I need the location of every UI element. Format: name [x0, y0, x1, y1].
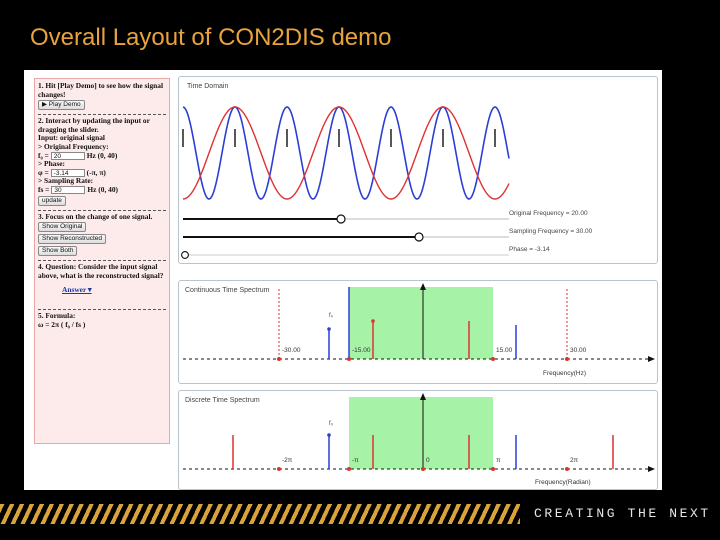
update-button[interactable]: update	[38, 196, 66, 206]
x-axis-label: Frequency(Radian)	[535, 479, 591, 486]
stripe-decoration	[0, 504, 520, 524]
tick-dot	[277, 467, 281, 471]
continuous-spectrum-title: Continuous Time Spectrum	[185, 287, 270, 294]
formula-text: ω = 2π ( f₀ / fs )	[38, 321, 166, 330]
show-original-button[interactable]: Show Original	[38, 222, 86, 232]
slide-title: Overall Layout of CON2DIS demo	[30, 24, 392, 52]
separator	[38, 114, 166, 115]
tick-dot	[421, 467, 425, 471]
tick-label: -2π	[282, 457, 293, 464]
step-4-text: 4. Question: Consider the input signal a…	[38, 263, 166, 280]
tick-label: π	[496, 457, 501, 464]
impulse-tip	[327, 433, 331, 437]
control-panel: 1. Hit [Play Demo] to see how the signal…	[34, 78, 170, 444]
frequency-slider-handle[interactable]	[337, 215, 345, 223]
phase-readout: Phase = -3.14	[509, 246, 550, 253]
step-1-text: 1. Hit [Play Demo] to see how the signal…	[38, 82, 166, 99]
impulse-tip	[371, 319, 375, 323]
phase-slider-handle[interactable]	[182, 252, 189, 259]
tick-label: 30.00	[570, 347, 587, 354]
continuous-spectrum-panel: Continuous Time Spectrum f₀ -30.00 -15.0…	[178, 280, 658, 384]
separator	[38, 309, 166, 310]
tick-label: 0	[426, 457, 430, 464]
nyquist-band	[349, 397, 493, 469]
tick-dot	[347, 357, 351, 361]
footer-banner: CREATING THE NEXT	[0, 498, 720, 530]
y-axis-arrow-icon	[420, 283, 426, 290]
x-axis-arrow-icon	[648, 466, 655, 472]
time-domain-panel: Time Domain Original Frequency = 20.00 S…	[178, 76, 658, 264]
x-axis-arrow-icon	[648, 356, 655, 362]
tagline: CREATING THE NEXT	[534, 506, 711, 521]
original-signal-wave	[183, 107, 509, 199]
tick-dot	[277, 357, 281, 361]
show-both-button[interactable]: Show Both	[38, 246, 77, 256]
f0-label: f₀	[329, 313, 334, 319]
tick-label: -30.00	[282, 347, 301, 354]
frequency-range: Hz (0, 40)	[87, 152, 118, 161]
tick-dot	[565, 357, 569, 361]
nyquist-band	[349, 287, 493, 359]
sampling-rate-row: fs = 30 Hz (0, 40)	[38, 186, 166, 195]
sampling-rate-range: Hz (0, 40)	[87, 186, 118, 195]
step-2-text: 2. Interact by updating the input or dra…	[38, 117, 166, 134]
sampling-rate-label: fs =	[38, 186, 49, 195]
step-3-text: 3. Focus on the change of one signal.	[38, 213, 166, 222]
discrete-spectrum-title: Discrete Time Spectrum	[185, 397, 260, 404]
y-axis-arrow-icon	[420, 393, 426, 400]
sampling-frequency-readout: Sampling Frequency = 30.00	[509, 228, 593, 235]
sample-markers	[183, 129, 495, 147]
tick-dot	[491, 357, 495, 361]
impulse-tip	[327, 327, 331, 331]
f0-label: f₀	[329, 421, 334, 427]
time-domain-title: Time Domain	[187, 83, 228, 90]
separator	[38, 260, 166, 261]
answer-link[interactable]: Answer ▾	[62, 286, 166, 295]
tick-label: -π	[352, 457, 359, 464]
discrete-spectrum-panel: Discrete Time Spectrum f₀ -2π -π 0 π 2π	[178, 390, 658, 490]
tick-dot	[347, 467, 351, 471]
tick-label: 15.00	[496, 347, 513, 354]
tick-dot	[491, 467, 495, 471]
tick-label: -15.00	[352, 347, 371, 354]
play-demo-button[interactable]: ▶ Play Demo	[38, 100, 85, 110]
sampling-slider-handle[interactable]	[415, 233, 423, 241]
sampling-rate-input[interactable]: 30	[51, 186, 85, 194]
tick-dot	[565, 467, 569, 471]
tick-label: 2π	[570, 457, 579, 464]
original-frequency-readout: Original Frequency = 20.00	[509, 210, 588, 217]
x-axis-label: Frequency(Hz)	[543, 370, 586, 377]
demo-screenshot: 1. Hit [Play Demo] to see how the signal…	[24, 70, 662, 490]
show-reconstructed-button[interactable]: Show Reconstructed	[38, 234, 106, 244]
separator	[38, 210, 166, 211]
